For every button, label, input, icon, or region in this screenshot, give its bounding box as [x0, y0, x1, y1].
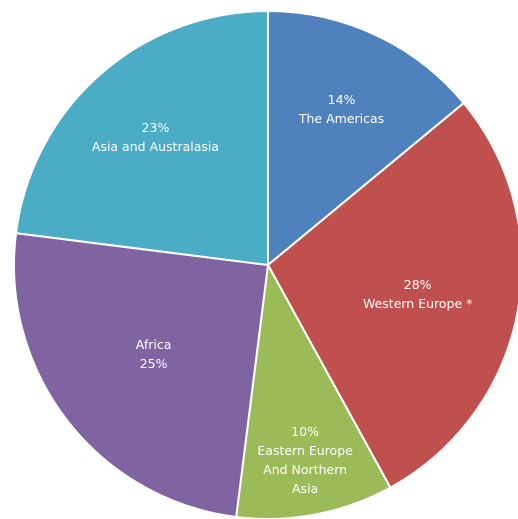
slice-label: Africa 25%: [89, 335, 219, 373]
pie-slice: [13, 232, 270, 519]
category-label: The Americas: [298, 110, 385, 126]
category-label: Eastern Europe And Northern Asia: [257, 442, 353, 496]
category-label: Africa: [135, 336, 172, 352]
pie-slice: [14, 9, 269, 267]
slice-label: 23% Asia and Australasia: [75, 118, 235, 156]
value-label: 14%: [327, 91, 356, 107]
slice-label: 28% Western Europe *: [338, 275, 498, 313]
value-label: 28%: [403, 276, 432, 292]
category-label: Asia and Australasia: [91, 139, 220, 155]
slice-label: 10% Eastern Europe And Northern Asia: [250, 422, 360, 498]
value-label: 10%: [291, 423, 319, 439]
category-label: Western Europe *: [362, 295, 473, 311]
value-label: 25%: [139, 355, 168, 371]
slice-label: 14% The Americas: [277, 90, 407, 128]
value-label: 23%: [141, 120, 170, 136]
pie-slice: [235, 261, 392, 519]
pie-slice: [267, 9, 466, 268]
